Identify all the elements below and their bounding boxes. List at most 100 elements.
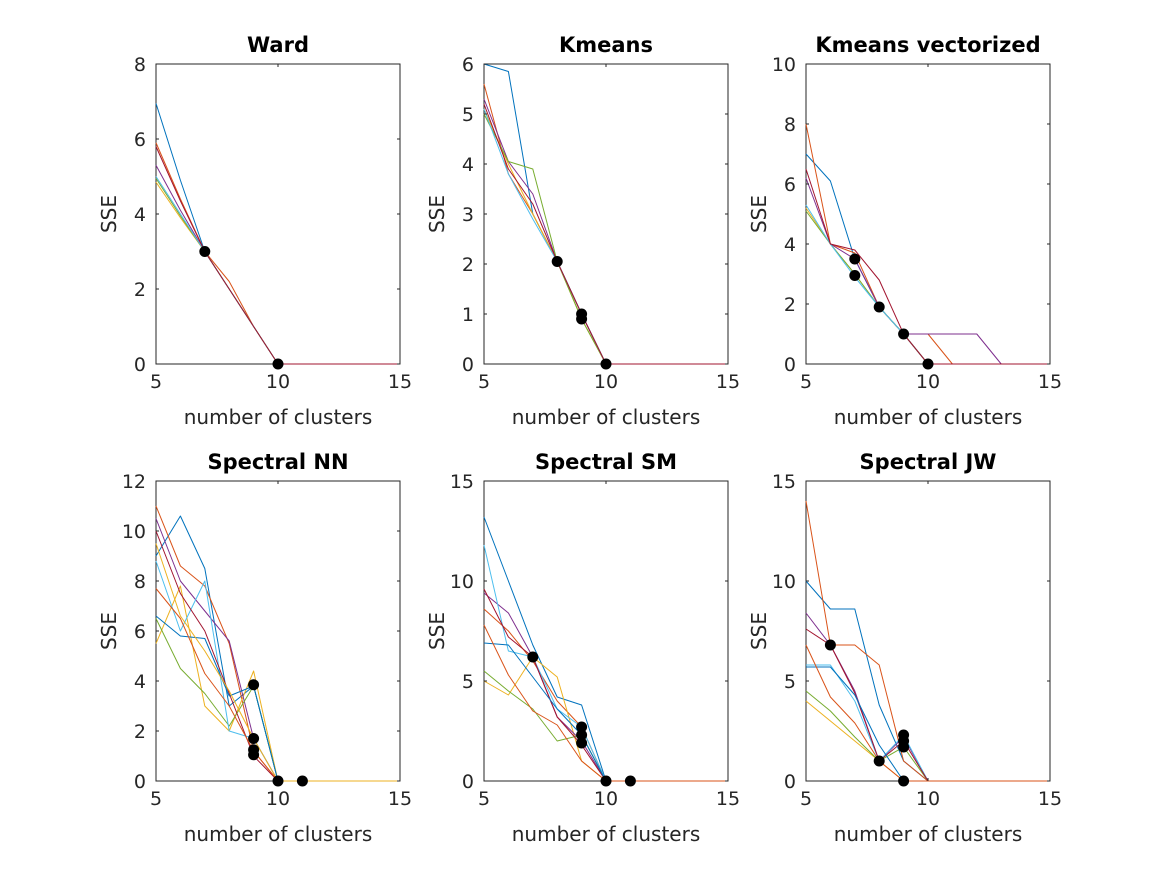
y-tick-label: 2 <box>462 254 474 276</box>
axes-box <box>805 480 1051 782</box>
y-tick-label: 0 <box>462 354 474 376</box>
x-tick-label: 15 <box>388 371 412 393</box>
optimum-marker-4 <box>898 328 910 340</box>
x-axis-label: number of clusters <box>512 405 701 429</box>
x-tick-label: 10 <box>266 788 290 810</box>
y-axis-label: SSE <box>97 195 121 233</box>
optimum-marker-3 <box>576 313 588 325</box>
subplot-3: 5 10 15 0 2 4 6 8 10 Kmeans vectorized number of c… <box>747 33 1062 429</box>
y-tick-label: 6 <box>462 54 474 76</box>
optimum-marker-2 <box>248 733 260 744</box>
x-tick-label: 15 <box>716 371 740 393</box>
marker-group <box>849 253 934 370</box>
optimum-marker-1 <box>824 639 836 651</box>
axes-box <box>483 480 729 782</box>
y-tick-label: 1 <box>462 304 474 326</box>
x-axis-label: number of clusters <box>512 822 701 846</box>
y-tick-label: 5 <box>462 104 474 126</box>
optimum-marker-3 <box>873 301 885 313</box>
y-tick-label: 0 <box>784 354 796 376</box>
y-axis-label: SSE <box>747 612 771 650</box>
y-tick-label: 5 <box>784 671 796 693</box>
y-tick-label: 10 <box>450 571 474 593</box>
optimum-marker-1 <box>527 651 539 663</box>
optimum-marker-5 <box>898 741 910 753</box>
optimum-marker-5 <box>600 775 612 787</box>
axes-box <box>155 480 401 782</box>
y-axis-label: SSE <box>747 195 771 233</box>
axes-box <box>805 63 1051 365</box>
x-tick-label: 5 <box>800 371 812 393</box>
y-tick-label: 0 <box>784 771 796 793</box>
x-tick-label: 5 <box>150 788 162 810</box>
x-tick-label: 10 <box>594 371 618 393</box>
optimum-marker-6 <box>898 775 910 787</box>
y-tick-label: 8 <box>134 571 146 593</box>
marker-group <box>248 679 308 787</box>
optimum-marker-1 <box>849 253 861 265</box>
optimum-marker-3 <box>576 729 588 741</box>
y-tick-label: 6 <box>784 174 796 196</box>
y-tick-label: 12 <box>122 471 146 493</box>
x-tick-label: 15 <box>1038 371 1062 393</box>
y-tick-label: 10 <box>122 521 146 543</box>
axes-box <box>483 63 729 365</box>
optimum-marker-2 <box>849 270 861 281</box>
optimum-marker-2 <box>873 755 885 767</box>
optimum-marker-4 <box>600 358 612 370</box>
optimum-marker-5 <box>272 775 284 787</box>
subplot-4: 5 10 15 0 2 4 6 8 10 12 Spectral NN number of clust… <box>97 450 412 846</box>
subplot-2: 5 10 15 0 1 2 3 4 5 6 Kmeans number of clusters SSE <box>425 33 740 429</box>
y-axis-label: SSE <box>425 195 449 233</box>
subplot-title: Spectral NN <box>207 450 348 474</box>
x-tick-label: 5 <box>478 371 490 393</box>
x-axis-label: number of clusters <box>834 405 1023 429</box>
y-tick-label: 2 <box>134 279 146 301</box>
y-tick-label: 0 <box>134 354 146 376</box>
optimum-marker-4 <box>576 737 588 749</box>
optimum-marker-6 <box>296 775 308 787</box>
subplot-title: Kmeans <box>559 33 653 57</box>
y-tick-label: 4 <box>784 234 796 256</box>
y-tick-label: 4 <box>134 671 146 693</box>
x-tick-label: 15 <box>1038 788 1062 810</box>
optimum-marker-1 <box>551 256 563 267</box>
subplot-title: Kmeans vectorized <box>815 33 1040 57</box>
optimum-marker-2 <box>576 721 588 733</box>
x-tick-label: 10 <box>266 371 290 393</box>
y-tick-label: 0 <box>462 771 474 793</box>
optimum-marker-1 <box>248 679 260 691</box>
y-tick-label: 6 <box>134 621 146 643</box>
y-tick-label: 0 <box>134 771 146 793</box>
x-tick-label: 5 <box>150 371 162 393</box>
optimum-marker-1 <box>199 246 211 257</box>
optimum-marker-2 <box>272 358 284 370</box>
marker-group <box>199 246 284 370</box>
y-tick-label: 8 <box>134 54 146 76</box>
y-axis-label: SSE <box>425 612 449 650</box>
x-tick-label: 15 <box>388 788 412 810</box>
x-axis-label: number of clusters <box>834 822 1023 846</box>
x-tick-label: 10 <box>916 371 940 393</box>
x-tick-label: 15 <box>716 788 740 810</box>
marker-group <box>551 256 612 370</box>
y-tick-label: 15 <box>772 471 796 493</box>
x-axis-label: number of clusters <box>184 405 373 429</box>
y-tick-label: 3 <box>462 204 474 226</box>
subplot-title: Spectral JW <box>860 450 997 474</box>
y-tick-label: 6 <box>134 129 146 151</box>
y-tick-label: 2 <box>134 721 146 743</box>
x-tick-label: 10 <box>594 788 618 810</box>
y-tick-label: 5 <box>462 671 474 693</box>
subplot-1: 5 10 15 0 2 4 6 8 Ward number of clusters SSE <box>97 33 412 429</box>
x-tick-label: 5 <box>800 788 812 810</box>
axes-box <box>155 63 401 365</box>
y-tick-label: 2 <box>784 294 796 316</box>
x-tick-label: 10 <box>916 788 940 810</box>
subplot-title: Ward <box>247 33 309 57</box>
optimum-marker-6 <box>624 775 636 787</box>
